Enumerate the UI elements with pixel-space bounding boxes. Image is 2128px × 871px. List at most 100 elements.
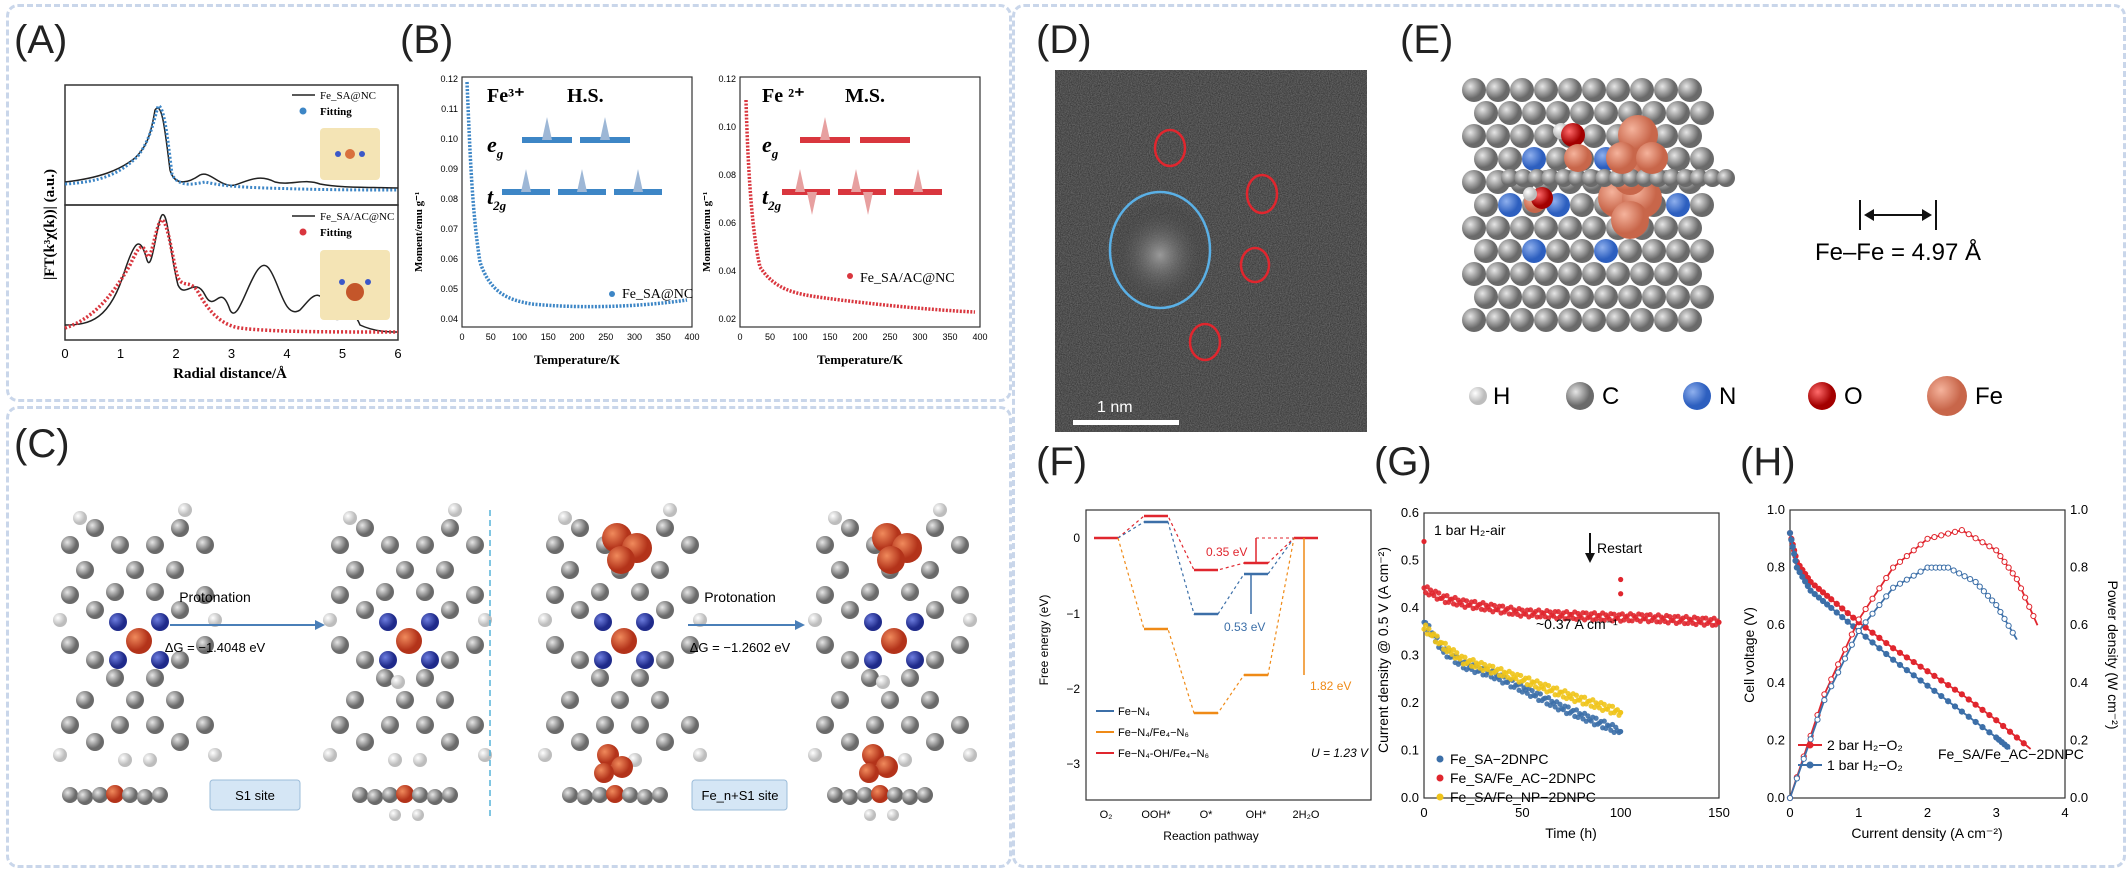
panel-h-point [1903, 654, 1910, 661]
carbon-atom [1498, 101, 1522, 125]
panel-g-frame [1423, 512, 1720, 799]
panel-label-f: (F) [1036, 440, 1088, 484]
panel-e-distance: Fe–Fe = 4.97 Å [1815, 238, 1981, 266]
panel-h-point [2022, 594, 2029, 601]
carbon-atom [1546, 101, 1570, 125]
panel-h-frame [1789, 509, 2066, 799]
carbon-atom [1690, 193, 1714, 217]
panel-label-b: (B) [400, 18, 454, 62]
panel-g-point [1573, 616, 1580, 622]
carbon-atom [331, 536, 349, 554]
carbon-atom [171, 519, 189, 537]
panel-h-point [1811, 582, 1818, 589]
panel-g-ytick: 0.6 [1401, 505, 1419, 520]
panel-f-legend-1: Fe−N₄ [1118, 706, 1150, 718]
panel-h-point [1979, 706, 1986, 713]
panel-h-point [1986, 711, 1993, 719]
panel-h-point [2005, 564, 2012, 571]
panel-f-xtick: O₂ [1100, 809, 1113, 821]
panel-h-point [2005, 622, 2012, 629]
carbon-atom [596, 716, 614, 734]
hydrogen-atom [808, 748, 822, 762]
panel-h-point [1958, 527, 1965, 534]
carbon-atom [1690, 239, 1714, 263]
panel-h-point [2001, 558, 2008, 565]
molecule-s1-after [323, 503, 492, 767]
panel-h-point [1951, 703, 1959, 710]
panel-f-ylabel: Free energy (eV) [1037, 595, 1051, 686]
panel-h-point [1844, 618, 1851, 625]
panel-h-point [1876, 645, 1883, 652]
carbon-atom [381, 536, 399, 554]
carbon-atom [76, 691, 94, 709]
panel-h-point [1804, 582, 1811, 590]
carbon-atom [1663, 169, 1681, 187]
hydrogen-atom [808, 613, 822, 627]
panel-b-right-ion: Fe ²⁺ [762, 85, 805, 107]
panel-h-point [1876, 601, 1883, 609]
panel-h-point [1815, 585, 1822, 593]
panel-b-left-curve [465, 81, 688, 309]
panel-label-h: (H) [1740, 440, 1796, 484]
nitrogen-atom [421, 651, 439, 669]
panel-b-right-t2g: t2g [762, 184, 782, 213]
panel-h-point [1890, 645, 1897, 652]
panel-a-bottom-legend-dot [299, 228, 307, 236]
panel-h-point [1890, 656, 1897, 663]
carbon-atom [376, 669, 394, 687]
panel-b-left-sample: Fe_SA@NC [622, 287, 693, 302]
panel-c-site2-box [691, 779, 788, 811]
panel-h-point [1793, 564, 1800, 571]
carbon-atom [1546, 239, 1570, 263]
panel-h-point [1807, 736, 1814, 743]
panel-g-point [1629, 618, 1635, 624]
panel-h-point [1945, 530, 1952, 537]
panel-b-left-xtick: 100 [512, 332, 527, 342]
panel-label-a: (A) [14, 18, 68, 62]
carbon-atom [1534, 216, 1558, 240]
panel-h-point [1965, 696, 1972, 703]
carbon-atom [1522, 101, 1546, 125]
carbon-atom [841, 651, 859, 669]
panel-g-point [1716, 619, 1722, 625]
carbon-atom [1510, 308, 1534, 332]
panel-h-legend-dot [1806, 761, 1814, 769]
carbon-atom [1595, 169, 1614, 187]
panel-e-structure: Fe–Fe = 4.97 Å H C N O Fe [1462, 78, 2003, 416]
carbon-atom [841, 601, 859, 619]
carbon-atom [926, 651, 944, 669]
carbon-atom [1498, 147, 1522, 171]
panel-h-point [1945, 564, 1952, 571]
panel-a-bottom-legend-2: Fitting [320, 227, 352, 239]
panel-g-ytick: 0.4 [1401, 600, 1419, 615]
panel-h-point [1824, 601, 1831, 608]
panel-b-left-xtick: 300 [627, 332, 642, 342]
iron-atom [126, 628, 152, 654]
panel-h-point [1876, 634, 1883, 641]
panel-b-left-orbital-diagram [502, 117, 662, 195]
carbon-atom [926, 519, 944, 537]
carbon-atom [1666, 101, 1690, 125]
panel-h-point [1993, 601, 2000, 609]
carbon-atom [1534, 124, 1558, 148]
panel-b-left-ylabel: Moment/emu g⁻¹ [413, 192, 425, 272]
panel-h-point [1819, 597, 1827, 605]
panel-e-fe-atom [1564, 144, 1592, 172]
panel-h-point [1993, 717, 2000, 724]
carbon-atom [681, 536, 699, 554]
carbon-atom [816, 716, 834, 734]
panel-e-o-atom [1561, 123, 1585, 147]
carbon-atom [1678, 308, 1702, 332]
panel-b-left-ytick: 0.06 [440, 254, 458, 264]
carbon-atom [126, 561, 144, 579]
carbon-atom [346, 691, 364, 709]
panel-c-site2-label: Fe_n+S1 site [702, 788, 779, 803]
panel-b-left-xtick: 400 [684, 332, 699, 342]
carbon-atom [1558, 308, 1582, 332]
panel-h-point [1807, 587, 1814, 594]
panel-f-xtick: OH* [1246, 809, 1268, 821]
panel-f-ann-035: 0.35 eV [1206, 545, 1247, 559]
carbon-atom [396, 561, 414, 579]
carbon-atom [816, 536, 834, 554]
panel-g-restart-arrowhead [1585, 553, 1595, 563]
